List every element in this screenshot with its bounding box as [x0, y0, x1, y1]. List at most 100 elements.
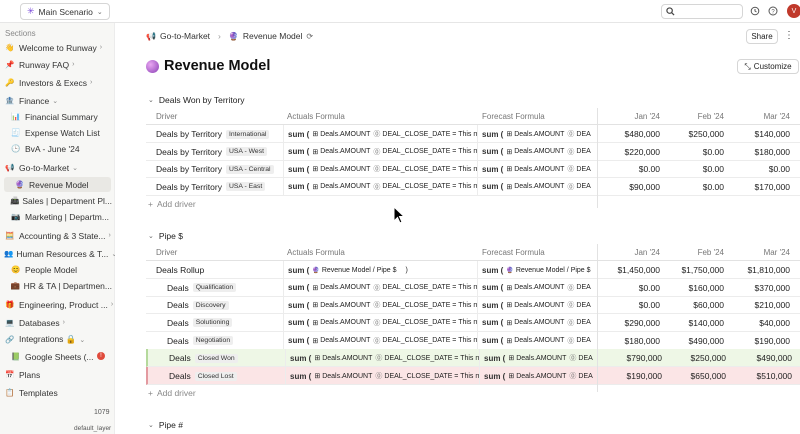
- actuals-formula-cell[interactable]: sum (⊞ Deals.AMOUNT ⓪ DEAL_CLOSE_DATE = Thi…: [285, 367, 479, 385]
- value-cell[interactable]: $60,000: [693, 300, 724, 311]
- actuals-formula-cell[interactable]: sum (⊞ Deals.AMOUNT ⓪ DEAL_CLOSE_DATE = Thi…: [283, 142, 477, 161]
- formula-token[interactable]: ⊞ Deals.AMOUNT: [506, 319, 564, 327]
- value-cell[interactable]: $1,750,000: [681, 265, 724, 275]
- value-cell[interactable]: $170,000: [754, 181, 790, 192]
- formula-token[interactable]: ⊞ Deals.AMOUNT: [312, 319, 370, 327]
- value-cell[interactable]: $1,810,000: [747, 265, 790, 275]
- formula-token[interactable]: ⊞ Deals.AMOUNT: [506, 183, 564, 191]
- value-cell[interactable]: $210,000: [754, 300, 790, 311]
- driver-cell[interactable]: Deals Rollup: [156, 265, 204, 275]
- table-row[interactable]: Deals Solutioning sum (⊞ Deals.AMOUNT ⓪ DEAL_…: [146, 313, 800, 332]
- value-cell[interactable]: $140,000: [688, 317, 724, 328]
- chevron-down-icon[interactable]: ⌄: [148, 233, 154, 240]
- table-row[interactable]: Deals by Territory USA - East sum (⊞ Deals.…: [146, 177, 800, 196]
- sidebar-item[interactable]: 📠 Sales | Department Pl...: [0, 193, 115, 208]
- value-cell[interactable]: $180,000: [624, 335, 660, 346]
- formula-token[interactable]: ⓪ DEAL_CLOSE_DATE = This m: [375, 371, 479, 381]
- value-cell[interactable]: $290,000: [624, 317, 660, 328]
- table-row[interactable]: Deals by Territory USA - Central sum (⊞ Dea…: [146, 160, 800, 178]
- chevron-icon[interactable]: ›: [99, 44, 103, 51]
- value-cell[interactable]: $1,450,000: [617, 265, 660, 275]
- formula-token[interactable]: ⓪ DEA: [567, 318, 590, 328]
- sidebar-item[interactable]: 🧮 Accounting & 3 State... ›: [0, 228, 115, 243]
- history-icon[interactable]: [749, 5, 761, 17]
- sidebar-item[interactable]: 📌 Runway FAQ ›: [0, 57, 115, 72]
- formula-token[interactable]: ⓪ DEA: [569, 371, 592, 381]
- sidebar-item[interactable]: 🧾 Expense Watch List: [0, 125, 115, 140]
- formula-token[interactable]: ⊞ Deals.AMOUNT: [312, 148, 370, 156]
- formula-token[interactable]: ⓪ DEA: [567, 182, 590, 192]
- formula-token[interactable]: ⊞ Deals.AMOUNT: [312, 301, 370, 310]
- forecast-formula-cell[interactable]: sum (⊞ Deals.AMOUNT ⓪ DEA: [477, 296, 597, 315]
- chevron-icon[interactable]: ›: [90, 79, 93, 86]
- share-button[interactable]: Share: [746, 29, 778, 44]
- formula-token[interactable]: ⊞ Deals.AMOUNT: [506, 284, 564, 292]
- formula-token[interactable]: ⓪ DEAL_CLOSE_DATE = This m: [373, 283, 477, 293]
- value-cell[interactable]: $510,000: [756, 371, 792, 381]
- value-cell[interactable]: $0.00: [702, 181, 724, 192]
- chevron-icon[interactable]: ⌄: [52, 97, 59, 105]
- formula-token[interactable]: ⓪ DEAL_CLOSE_DATE = This m: [373, 129, 477, 139]
- customize-button[interactable]: ⤡ Customize: [737, 59, 799, 74]
- value-cell[interactable]: $370,000: [754, 282, 790, 293]
- value-cell[interactable]: $180,000: [754, 146, 790, 157]
- add-driver-button[interactable]: + Add driver: [148, 388, 196, 398]
- sidebar-item[interactable]: 👥 Human Resources & T... ⌄: [0, 246, 115, 261]
- formula-token[interactable]: ⊞ Deals.AMOUNT: [314, 354, 372, 363]
- actuals-formula-cell[interactable]: sum (⊞ Deals.AMOUNT ⓪ DEAL_CLOSE_DATE = Thi…: [283, 296, 477, 315]
- table-row[interactable]: Deals Discovery sum (⊞ Deals.AMOUNT ⓪ DEAL_CL…: [146, 296, 800, 315]
- value-cell[interactable]: $190,000: [754, 335, 790, 346]
- formula-token[interactable]: 🔮 Revenue Model / Pipe $: [506, 267, 590, 274]
- formula-token[interactable]: ⊞ Deals.AMOUNT: [506, 148, 564, 156]
- formula-token[interactable]: ⓪ DEA: [567, 300, 590, 310]
- formula-token[interactable]: ⓪ DEAL_CLOSE_DATE = This m: [373, 318, 477, 328]
- value-cell[interactable]: $0.00: [702, 146, 724, 157]
- formula-token[interactable]: ⊞ Deals.AMOUNT: [312, 337, 370, 345]
- actuals-formula-cell[interactable]: sum (⊞ Deals.AMOUNT ⓪ DEAL_CLOSE_DATE = Thi…: [285, 349, 479, 368]
- value-cell[interactable]: $650,000: [690, 371, 726, 381]
- actuals-formula-cell[interactable]: sum (🔮 Revenue Model / Pipe $): [283, 261, 477, 279]
- value-cell[interactable]: $490,000: [756, 353, 792, 364]
- breadcrumb-parent[interactable]: Go-to-Market: [159, 31, 211, 41]
- value-cell[interactable]: $0.00: [638, 282, 660, 293]
- value-cell[interactable]: $190,000: [626, 371, 662, 381]
- sidebar-item[interactable]: 📢 Go-to-Market ⌄: [0, 160, 115, 175]
- chevron-icon[interactable]: ⌄: [111, 250, 115, 258]
- actuals-formula-cell[interactable]: sum (⊞ Deals.AMOUNT ⓪ DEAL_CLOSE_DATE = Thi…: [283, 313, 477, 332]
- chevron-down-icon[interactable]: ⌄: [148, 422, 154, 429]
- forecast-formula-cell[interactable]: sum (⊞ Deals.AMOUNT ⓪ DEA: [477, 177, 597, 196]
- value-cell[interactable]: $490,000: [688, 335, 724, 346]
- formula-token[interactable]: ⊞ Deals.AMOUNT: [312, 165, 370, 174]
- formula-token[interactable]: ⊞ Deals.AMOUNT: [506, 337, 564, 345]
- search-input[interactable]: [661, 4, 743, 19]
- formula-token[interactable]: ⓪ DEAL_CLOSE_DATE = This m: [373, 164, 477, 174]
- value-cell[interactable]: $90,000: [629, 181, 660, 192]
- chevron-down-icon[interactable]: ⌄: [148, 97, 154, 104]
- add-driver-button[interactable]: + Add driver: [148, 199, 196, 209]
- value-cell[interactable]: $250,000: [690, 353, 726, 364]
- sidebar-item[interactable]: 🔑 Investors & Execs ›: [0, 75, 115, 90]
- chevron-icon[interactable]: ›: [108, 232, 111, 239]
- sidebar-item[interactable]: 🔮 Revenue Model: [4, 177, 111, 192]
- actuals-formula-cell[interactable]: sum (⊞ Deals.AMOUNT ⓪ DEAL_CLOSE_DATE = Thi…: [283, 331, 477, 350]
- formula-token[interactable]: ⊞ Deals.AMOUNT: [508, 354, 566, 363]
- formula-token[interactable]: ⓪ DEA: [569, 353, 592, 363]
- scenario-selector[interactable]: ✳ Main Scenario ⌄: [20, 3, 110, 20]
- formula-token[interactable]: ⓪ DEA: [567, 129, 590, 139]
- value-cell[interactable]: $0.00: [768, 164, 790, 174]
- sidebar-item[interactable]: 📷 Marketing | Departm...: [0, 209, 115, 224]
- formula-token[interactable]: ⊞ Deals.AMOUNT: [312, 183, 370, 191]
- driver-cell[interactable]: Deals Discovery: [167, 300, 229, 310]
- formula-token[interactable]: ⓪ DEAL_CLOSE_DATE = This m: [373, 336, 477, 346]
- formula-token[interactable]: ⓪ DEAL_CLOSE_DATE = This m: [373, 300, 477, 310]
- value-cell[interactable]: $140,000: [754, 129, 790, 139]
- formula-token[interactable]: ⊞ Deals.AMOUNT: [314, 372, 372, 381]
- table-row[interactable]: Deals Closed Won sum (⊞ Deals.AMOUNT ⓪ DEAL_C…: [146, 349, 800, 368]
- sidebar-item[interactable]: 🏦 Finance ⌄: [0, 93, 115, 108]
- value-cell[interactable]: $0.00: [638, 164, 660, 174]
- sidebar-item[interactable]: 📅 Plans: [0, 367, 115, 382]
- section-title[interactable]: ⌄ Deals Won by Territory: [148, 95, 245, 105]
- formula-token[interactable]: ⊞ Deals.AMOUNT: [312, 130, 370, 139]
- value-cell[interactable]: $160,000: [688, 282, 724, 293]
- chevron-icon[interactable]: ⌄: [79, 336, 86, 344]
